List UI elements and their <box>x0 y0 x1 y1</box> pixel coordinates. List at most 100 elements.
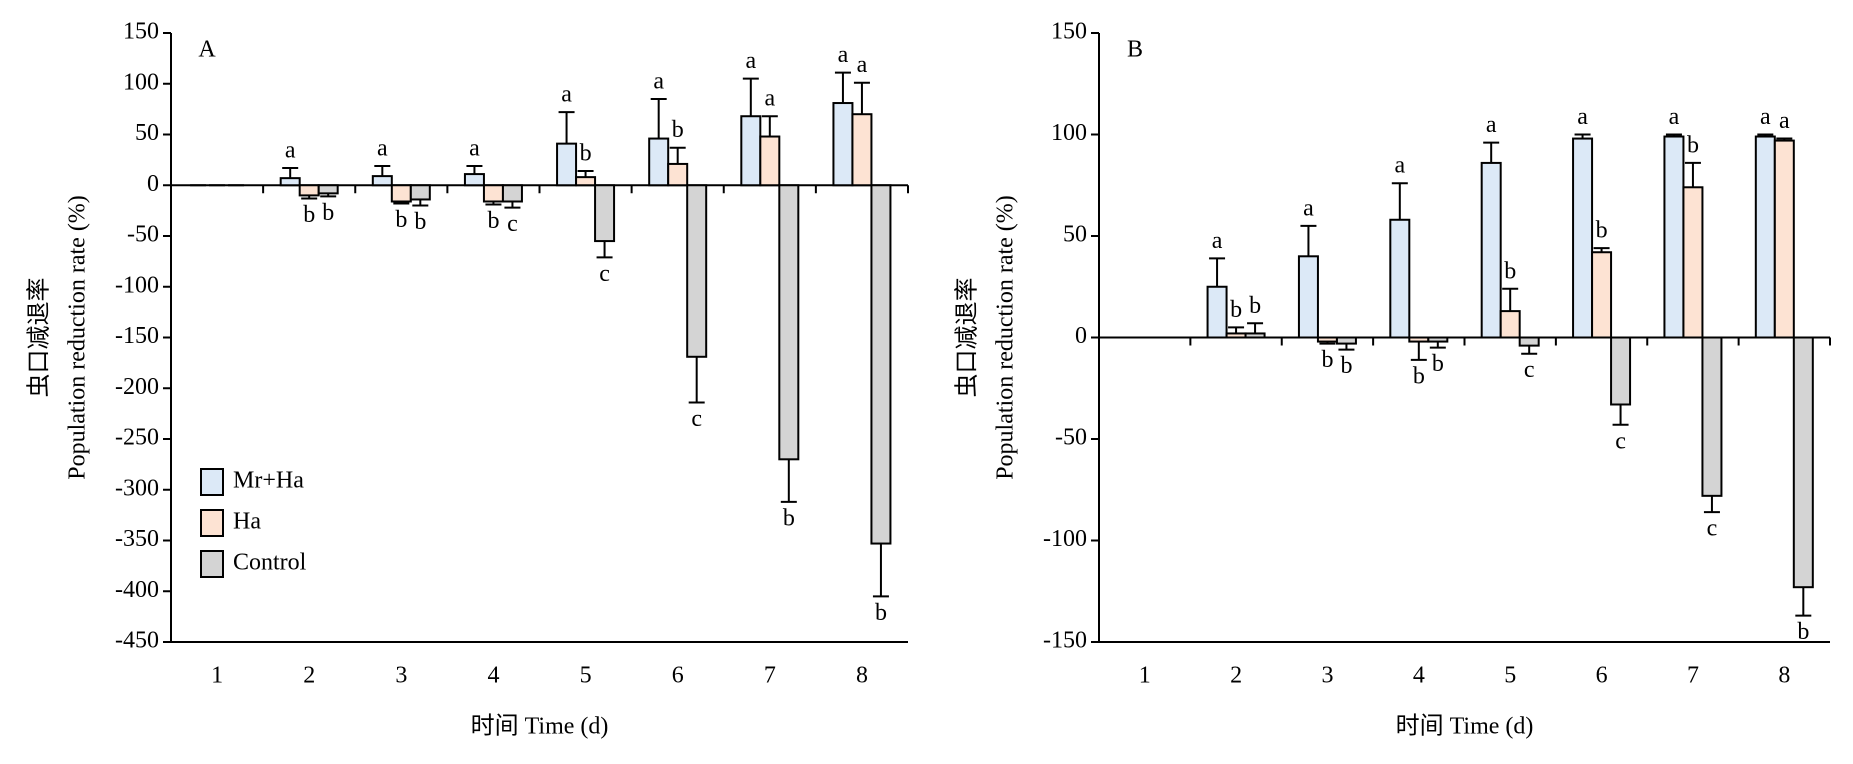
significance-label: b <box>322 200 334 226</box>
significance-label: a <box>1486 112 1497 138</box>
error-bar <box>485 201 502 206</box>
significance-label: b <box>395 207 407 233</box>
bar <box>1297 255 1319 339</box>
error-bar <box>853 81 870 115</box>
error-bar <box>393 201 410 205</box>
significance-label: a <box>561 82 572 108</box>
error-bar <box>301 195 318 200</box>
bar <box>317 184 339 195</box>
bar <box>648 137 670 187</box>
significance-label: b <box>1504 258 1516 284</box>
x-tick-label: 6 <box>672 663 684 689</box>
bar <box>1427 336 1449 343</box>
bar <box>1316 336 1338 343</box>
y-tick-label: -400 <box>115 577 159 603</box>
error-bar <box>1703 495 1720 514</box>
x-tick-label: 2 <box>1230 663 1242 689</box>
x-tick-label: 4 <box>487 663 499 689</box>
significance-label: a <box>377 135 388 161</box>
y-tick-label: -450 <box>115 628 159 654</box>
significance-label: a <box>1303 195 1314 221</box>
bar <box>1206 285 1228 339</box>
significance-label: c <box>1524 357 1535 383</box>
error-bar <box>1612 404 1629 426</box>
bar <box>1773 139 1795 339</box>
significance-label: a <box>1212 228 1223 254</box>
significance-label: b <box>783 505 795 531</box>
y-tick-label: 100 <box>123 69 159 95</box>
y-tick-label: -100 <box>1043 526 1087 552</box>
error-bar <box>320 193 337 198</box>
bar <box>667 162 689 187</box>
bar <box>740 115 762 187</box>
x-tick-label: 5 <box>1504 663 1516 689</box>
y-tick-label: 50 <box>135 120 159 146</box>
significance-label: b <box>1432 351 1444 377</box>
error-bar <box>1483 141 1500 163</box>
error-bar <box>688 356 705 404</box>
bar <box>501 184 523 203</box>
x-tick-label: 7 <box>764 663 776 689</box>
error-bar <box>1247 322 1264 334</box>
significance-label: a <box>1760 104 1771 130</box>
y-tick-label: 0 <box>147 171 159 197</box>
x-tick-label: 8 <box>1778 663 1790 689</box>
significance-label: a <box>469 135 480 161</box>
significance-label: b <box>303 202 315 228</box>
error-bar <box>1593 247 1610 253</box>
error-bar <box>872 543 889 598</box>
error-bar <box>1391 182 1408 220</box>
bar <box>870 184 892 545</box>
significance-label: b <box>875 600 887 626</box>
x-tick-label: 7 <box>1687 663 1699 689</box>
error-bar <box>650 97 667 139</box>
significance-label: a <box>1669 104 1680 130</box>
x-tick-label: 1 <box>1139 663 1151 689</box>
y-tick-label: 150 <box>123 19 159 45</box>
significance-label: a <box>653 68 664 94</box>
y-tick-label: 100 <box>1051 120 1087 146</box>
bar <box>482 184 504 203</box>
y-tick-label: 0 <box>1075 323 1087 349</box>
error-bar <box>596 241 613 259</box>
error-bar <box>1757 133 1774 137</box>
significance-label: a <box>838 42 849 68</box>
error-bar <box>1228 326 1245 334</box>
y-axis-title: 虫口减退率 <box>26 278 53 398</box>
error-bar <box>412 199 429 207</box>
bar <box>1701 336 1723 497</box>
y-tick-label: -300 <box>115 475 159 501</box>
error-bar <box>742 77 759 117</box>
y-tick-label: -50 <box>1055 425 1087 451</box>
error-bar <box>1521 345 1538 355</box>
y-axis-title: Population reduction rate (%) <box>993 195 1019 480</box>
bar <box>1591 251 1613 339</box>
significance-label: b <box>414 209 426 235</box>
significance-label: b <box>1249 293 1261 319</box>
x-tick-label: 3 <box>1321 663 1333 689</box>
bar <box>1499 310 1521 339</box>
x-tick-label: 6 <box>1596 663 1608 689</box>
x-tick-label: 3 <box>395 663 407 689</box>
error-bar <box>466 164 483 175</box>
legend-swatch <box>200 468 224 496</box>
bar <box>409 184 431 201</box>
bar <box>851 113 873 187</box>
significance-label: c <box>1615 428 1626 454</box>
x-tick-label: 2 <box>303 663 315 689</box>
x-axis-title: 时间 Time (d) <box>1396 713 1534 740</box>
bar <box>1682 186 1704 339</box>
significance-label: b <box>487 208 499 234</box>
bar <box>371 175 393 187</box>
panel-label: B <box>1127 37 1143 63</box>
error-bar <box>1665 133 1682 137</box>
error-bar <box>761 115 778 137</box>
bar <box>463 173 485 187</box>
error-bar <box>504 201 521 209</box>
bar <box>686 184 708 358</box>
significance-label: a <box>857 52 868 78</box>
y-tick-label: -100 <box>115 272 159 298</box>
significance-label: b <box>1340 353 1352 379</box>
error-bar <box>1300 224 1317 257</box>
